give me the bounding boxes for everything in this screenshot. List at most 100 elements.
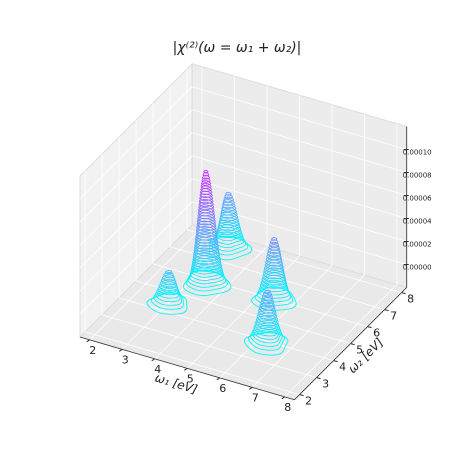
x-tick: [281, 396, 286, 400]
contour-ring: [225, 192, 232, 196]
contour-ring: [161, 274, 175, 282]
contour-ring: [220, 209, 238, 219]
contour-ring: [197, 209, 216, 220]
contour-ring: [219, 217, 240, 229]
contour-ring: [269, 239, 279, 245]
grid-line: [192, 132, 407, 196]
x-tick: [86, 339, 91, 343]
contour-ring: [163, 272, 174, 278]
y-tick: [299, 394, 304, 397]
contour-ring: [219, 214, 239, 226]
contour-ring: [192, 252, 222, 269]
contour-ring: [223, 196, 234, 203]
grid-line: [79, 132, 193, 246]
contour-ring: [195, 228, 218, 241]
y-tick: [384, 309, 389, 312]
chart-title: |χ⁽²⁾(ω = ω₁ + ω₂)|: [173, 40, 302, 56]
grid-line: [118, 297, 334, 361]
x-tick-label: 7: [252, 391, 259, 404]
contour-ring: [262, 269, 286, 283]
contour-ring: [262, 267, 286, 280]
grid-line: [79, 201, 193, 315]
x-tick: [183, 367, 188, 371]
contour-ring: [218, 222, 242, 235]
y-tick: [316, 377, 321, 380]
contour-ring: [260, 299, 275, 308]
contour-ring: [193, 244, 220, 259]
grid-line: [192, 155, 407, 219]
z-tick-label: 0.00004: [403, 218, 432, 226]
contour-ring: [262, 292, 272, 298]
x-tick: [216, 377, 221, 381]
y-tick: [333, 360, 338, 363]
contour-ring: [201, 174, 210, 180]
y-tick: [401, 292, 406, 295]
grid-line: [84, 331, 300, 395]
y-tick-label: 8: [407, 293, 414, 306]
y-tick-label: 7: [390, 310, 397, 323]
grid-line: [79, 86, 193, 200]
contour-ring: [271, 237, 278, 241]
z-tick-label: 0.00008: [403, 172, 432, 180]
contour-ring: [258, 279, 289, 296]
contour-ring: [165, 269, 173, 275]
contour-ring: [197, 212, 216, 223]
x-tick-label: 4: [154, 363, 161, 376]
z-tick-label: 0.00010: [403, 149, 432, 157]
x-tick-label: 5: [187, 372, 194, 385]
contour-ring: [265, 254, 283, 264]
contour-ring: [264, 289, 271, 294]
contour-ring: [261, 297, 274, 304]
z-tick-label: 0.00000: [403, 264, 432, 272]
y-tick-label: 2: [305, 395, 312, 408]
grid-line: [152, 263, 368, 327]
contour-ring: [261, 294, 273, 301]
grid-line: [192, 109, 407, 173]
y-tick-label: 4: [339, 361, 346, 374]
contour-ring: [192, 247, 221, 263]
contour-ring: [198, 204, 215, 214]
contour-ring: [244, 332, 289, 356]
z-tick-label: 0.00006: [403, 195, 432, 203]
contour-ring: [266, 251, 282, 261]
y-tick-label: 6: [373, 327, 380, 340]
contour-ring: [259, 302, 275, 311]
contour-ring: [187, 267, 227, 288]
grid-line: [79, 109, 193, 223]
contour-ring: [220, 211, 239, 222]
x-tick-label: 2: [89, 344, 96, 357]
x-tick: [151, 358, 156, 362]
y-tick: [350, 343, 355, 346]
contour-ring: [150, 291, 184, 310]
contour-ring: [203, 170, 209, 174]
contour-ring: [265, 257, 283, 267]
grid-line: [192, 86, 407, 150]
x-tick-label: 6: [219, 382, 226, 395]
contour-ring: [192, 250, 221, 266]
grid-line: [79, 155, 193, 269]
contour-ring: [198, 199, 214, 208]
contour-ring: [188, 265, 225, 285]
contour-ring: [153, 290, 182, 306]
grid-line: [79, 178, 193, 292]
axis-line: [79, 336, 295, 401]
x-tick: [248, 386, 253, 390]
contour-ring: [198, 201, 215, 211]
contour-ring: [218, 219, 241, 232]
contour-ring: [202, 172, 210, 177]
contour-ring: [197, 207, 215, 217]
axis-line: [294, 287, 407, 400]
grid-line: [101, 314, 317, 378]
x-tick-label: 8: [284, 401, 291, 414]
x-tick-label: 3: [122, 353, 129, 366]
contour-ring: [201, 177, 211, 183]
contour-ring: [189, 262, 224, 282]
contour-ring: [221, 206, 237, 216]
y-tick: [367, 326, 372, 329]
y-tick-label: 5: [356, 344, 363, 357]
x-tick: [118, 348, 123, 352]
y-tick-label: 3: [322, 378, 329, 391]
contour-ring: [258, 304, 276, 314]
contour-ring: [224, 194, 233, 200]
